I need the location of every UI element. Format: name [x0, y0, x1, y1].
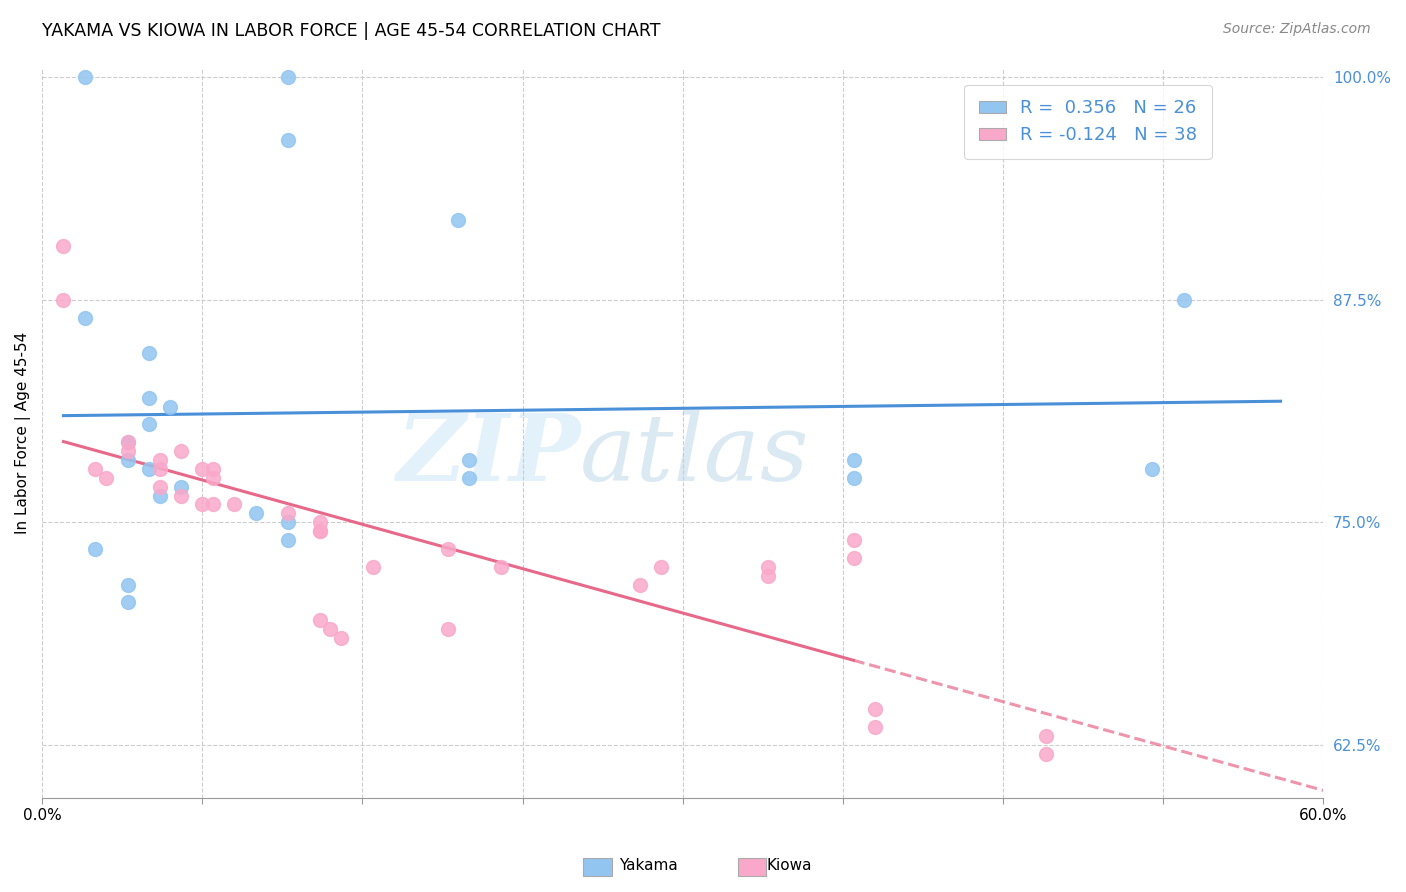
Point [138, 462, 160, 476]
Text: Yakama: Yakama [619, 858, 678, 872]
Y-axis label: In Labor Force | Age 45-54: In Labor Force | Age 45-54 [15, 332, 31, 534]
Text: Kiowa: Kiowa [766, 858, 811, 872]
Point [308, 613, 330, 627]
Point [361, 559, 384, 574]
Point [458, 453, 481, 467]
Legend: R =  0.356   N = 26, R = -0.124   N = 38: R = 0.356 N = 26, R = -0.124 N = 38 [965, 85, 1212, 159]
Point [170, 489, 193, 503]
Point [308, 524, 330, 538]
Text: atlas: atlas [581, 410, 810, 500]
Point [489, 559, 512, 574]
Point [148, 489, 170, 503]
Point [84, 541, 107, 556]
Point [148, 453, 170, 467]
Point [863, 702, 886, 716]
Point [458, 471, 481, 485]
Point [245, 507, 267, 521]
Point [201, 471, 224, 485]
Point [756, 559, 779, 574]
Point [842, 453, 865, 467]
Point [308, 515, 330, 529]
Text: Source: ZipAtlas.com: Source: ZipAtlas.com [1223, 22, 1371, 37]
Point [73, 70, 96, 85]
Point [277, 533, 299, 547]
Point [863, 720, 886, 734]
Point [170, 480, 193, 494]
Point [277, 70, 299, 85]
Point [191, 462, 214, 476]
Point [73, 310, 96, 325]
Point [1035, 729, 1057, 743]
Point [84, 462, 107, 476]
Point [96, 471, 118, 485]
Text: ZIP: ZIP [396, 410, 581, 500]
Point [277, 133, 299, 147]
Point [138, 391, 160, 405]
Point [319, 622, 342, 636]
Point [277, 515, 299, 529]
Point [117, 435, 139, 450]
Point [628, 577, 651, 591]
Point [138, 346, 160, 360]
Point [224, 498, 246, 512]
Point [756, 568, 779, 582]
Point [117, 577, 139, 591]
Point [447, 212, 470, 227]
Point [117, 453, 139, 467]
Point [437, 541, 460, 556]
Point [842, 471, 865, 485]
Point [148, 462, 170, 476]
Point [650, 559, 672, 574]
Point [201, 498, 224, 512]
Point [277, 507, 299, 521]
Point [842, 550, 865, 565]
Point [842, 533, 865, 547]
Point [1173, 293, 1195, 307]
Point [330, 631, 353, 645]
Point [437, 622, 460, 636]
Point [117, 595, 139, 609]
Text: YAKAMA VS KIOWA IN LABOR FORCE | AGE 45-54 CORRELATION CHART: YAKAMA VS KIOWA IN LABOR FORCE | AGE 45-… [42, 22, 661, 40]
Point [138, 417, 160, 432]
Point [1035, 747, 1057, 761]
Point [1142, 462, 1164, 476]
Point [117, 435, 139, 450]
Point [148, 480, 170, 494]
Point [201, 462, 224, 476]
Point [117, 444, 139, 458]
Point [52, 239, 75, 253]
Point [308, 524, 330, 538]
Point [159, 400, 181, 414]
Point [52, 293, 75, 307]
Point [170, 444, 193, 458]
Point [191, 498, 214, 512]
